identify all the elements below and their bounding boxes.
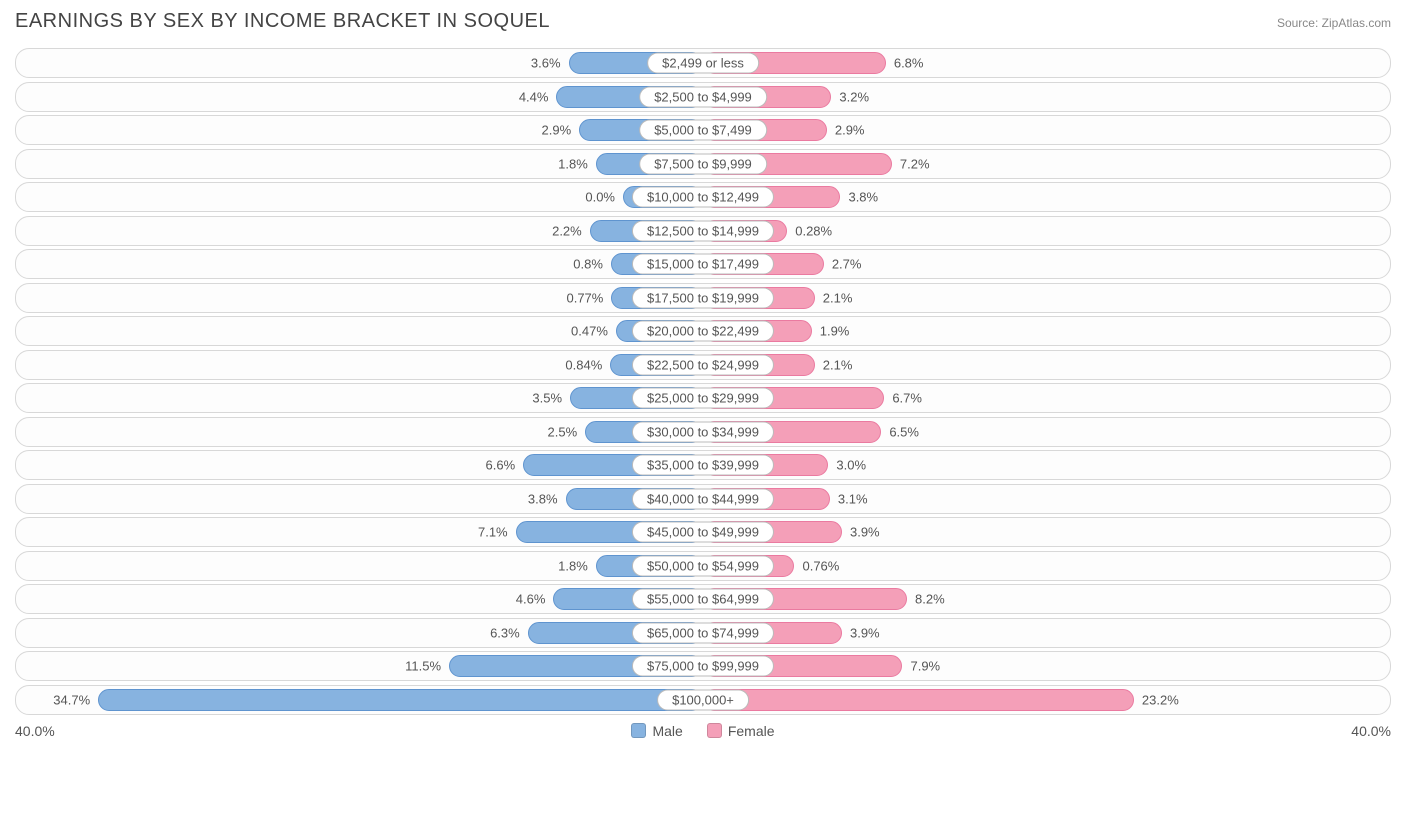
male-value: 4.4% [519,89,549,104]
bracket-label: $15,000 to $17,499 [632,254,774,275]
bracket-label: $40,000 to $44,999 [632,488,774,509]
chart-row: $15,000 to $17,499 0.8% 2.7% [15,249,1391,279]
female-value: 3.9% [850,525,880,540]
chart-row: $40,000 to $44,999 3.8% 3.1% [15,484,1391,514]
chart-row: $30,000 to $34,999 2.5% 6.5% [15,417,1391,447]
male-value: 1.8% [558,156,588,171]
source-attribution: Source: ZipAtlas.com [1277,16,1391,30]
bracket-label: $2,500 to $4,999 [639,86,767,107]
male-value: 11.5% [405,659,441,674]
axis-right-max: 40.0% [1351,723,1391,739]
female-value: 6.8% [894,56,924,71]
legend-male-label: Male [652,723,682,739]
female-swatch-icon [707,723,722,738]
female-value: 3.2% [839,89,869,104]
female-value: 7.2% [900,156,930,171]
bracket-label: $30,000 to $34,999 [632,421,774,442]
bracket-label: $100,000+ [657,689,749,710]
female-value: 23.2% [1142,692,1179,707]
chart-row: $25,000 to $29,999 3.5% 6.7% [15,383,1391,413]
female-value: 7.9% [910,659,940,674]
female-value: 3.9% [850,625,880,640]
bracket-label: $65,000 to $74,999 [632,622,774,643]
chart-row: $7,500 to $9,999 1.8% 7.2% [15,149,1391,179]
female-value: 1.9% [820,324,850,339]
male-value: 3.6% [531,56,561,71]
chart-row: $17,500 to $19,999 0.77% 2.1% [15,283,1391,313]
female-value: 0.28% [795,223,832,238]
bracket-label: $35,000 to $39,999 [632,455,774,476]
legend: Male Female [631,723,774,739]
male-value: 7.1% [478,525,508,540]
chart-row: $50,000 to $54,999 1.8% 0.76% [15,551,1391,581]
chart-row: $5,000 to $7,499 2.9% 2.9% [15,115,1391,145]
female-value: 3.8% [848,190,878,205]
male-value: 0.84% [565,357,602,372]
male-value: 2.2% [552,223,582,238]
bracket-label: $75,000 to $99,999 [632,656,774,677]
male-value: 6.3% [490,625,520,640]
male-value: 4.6% [516,592,546,607]
bracket-label: $5,000 to $7,499 [639,120,767,141]
bracket-label: $17,500 to $19,999 [632,287,774,308]
male-value: 2.9% [542,123,572,138]
male-swatch-icon [631,723,646,738]
female-value: 6.5% [889,424,919,439]
bracket-label: $10,000 to $12,499 [632,187,774,208]
female-value: 3.0% [836,458,866,473]
female-value: 3.1% [838,491,868,506]
bracket-label: $55,000 to $64,999 [632,589,774,610]
bracket-label: $7,500 to $9,999 [639,153,767,174]
chart-row: $12,500 to $14,999 2.2% 0.28% [15,216,1391,246]
bracket-label: $25,000 to $29,999 [632,388,774,409]
male-value: 2.5% [548,424,578,439]
bracket-label: $20,000 to $22,499 [632,321,774,342]
female-bar [703,689,1134,711]
chart-row: $45,000 to $49,999 7.1% 3.9% [15,517,1391,547]
bracket-label: $22,500 to $24,999 [632,354,774,375]
male-bar [98,689,703,711]
legend-item-male: Male [631,723,682,739]
female-value: 2.9% [835,123,865,138]
legend-item-female: Female [707,723,775,739]
chart-area: $2,499 or less 3.6% 6.8% $2,500 to $4,999 4.… [15,48,1391,715]
female-value: 0.76% [802,558,839,573]
male-value: 34.7% [53,692,90,707]
chart-row: $100,000+ 34.7% 23.2% [15,685,1391,715]
bracket-label: $12,500 to $14,999 [632,220,774,241]
chart-row: $2,499 or less 3.6% 6.8% [15,48,1391,78]
female-value: 2.1% [823,357,853,372]
female-value: 8.2% [915,592,945,607]
chart-row: $10,000 to $12,499 0.0% 3.8% [15,182,1391,212]
male-value: 0.8% [573,257,603,272]
male-value: 3.8% [528,491,558,506]
male-value: 0.77% [566,290,603,305]
chart-row: $22,500 to $24,999 0.84% 2.1% [15,350,1391,380]
male-value: 0.47% [571,324,608,339]
chart-title: EARNINGS BY SEX BY INCOME BRACKET IN SOQ… [15,10,550,33]
female-value: 2.1% [823,290,853,305]
male-value: 1.8% [558,558,588,573]
legend-female-label: Female [728,723,775,739]
chart-row: $2,500 to $4,999 4.4% 3.2% [15,82,1391,112]
male-value: 3.5% [532,391,562,406]
bracket-label: $50,000 to $54,999 [632,555,774,576]
chart-row: $65,000 to $74,999 6.3% 3.9% [15,618,1391,648]
chart-row: $55,000 to $64,999 4.6% 8.2% [15,584,1391,614]
female-value: 2.7% [832,257,862,272]
bracket-label: $45,000 to $49,999 [632,522,774,543]
bracket-label: $2,499 or less [647,53,759,74]
male-value: 0.0% [585,190,615,205]
chart-row: $20,000 to $22,499 0.47% 1.9% [15,316,1391,346]
female-value: 6.7% [892,391,922,406]
chart-row: $75,000 to $99,999 11.5% 7.9% [15,651,1391,681]
chart-row: $35,000 to $39,999 6.6% 3.0% [15,450,1391,480]
axis-left-max: 40.0% [15,723,55,739]
male-value: 6.6% [486,458,516,473]
